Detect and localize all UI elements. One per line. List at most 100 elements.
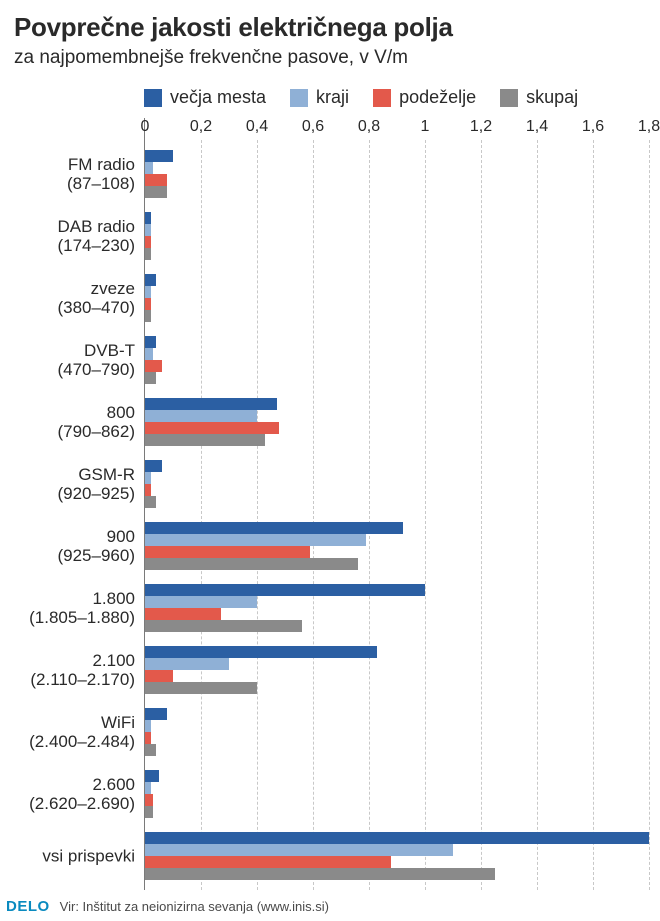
category-label: WiFi(2.400–2.484) xyxy=(15,713,145,751)
bar xyxy=(145,174,167,186)
category-label: 800(790–862) xyxy=(15,403,145,441)
bar-set xyxy=(145,704,649,760)
bar-set xyxy=(145,766,649,822)
bar xyxy=(145,682,257,694)
bar xyxy=(145,782,151,794)
bar-group: FM radio(87–108) xyxy=(145,146,649,202)
legend-item: podeželje xyxy=(373,87,476,108)
bar xyxy=(145,150,173,162)
bar xyxy=(145,298,151,310)
category-label: FM radio(87–108) xyxy=(15,155,145,193)
bar xyxy=(145,868,495,880)
bar-set xyxy=(145,332,649,388)
bar-set xyxy=(145,580,649,636)
bar xyxy=(145,558,358,570)
category-label: 1.800(1.805–1.880) xyxy=(15,589,145,627)
bar-set xyxy=(145,146,649,202)
bar xyxy=(145,310,151,322)
legend-label: podeželje xyxy=(399,87,476,108)
bar xyxy=(145,794,153,806)
bar xyxy=(145,248,151,260)
bar xyxy=(145,720,151,732)
chart-footer: DELO Vir: Inštitut za neionizirna sevanj… xyxy=(6,898,329,915)
bar-group: DAB radio(174–230) xyxy=(145,208,649,264)
bar xyxy=(145,596,257,608)
bar xyxy=(145,546,310,558)
bar xyxy=(145,732,151,744)
legend-label: skupaj xyxy=(526,87,578,108)
bar xyxy=(145,286,151,298)
legend-swatch xyxy=(373,89,391,107)
bar-group: 800(790–862) xyxy=(145,394,649,450)
legend-item: kraji xyxy=(290,87,349,108)
bar xyxy=(145,608,221,620)
bar xyxy=(145,584,425,596)
bar xyxy=(145,186,167,198)
legend-swatch xyxy=(144,89,162,107)
legend: večja mesta kraji podeželje skupaj xyxy=(144,87,646,108)
bar-set xyxy=(145,270,649,326)
chart-title: Povprečne jakosti električnega polja xyxy=(14,12,646,43)
bar xyxy=(145,274,156,286)
chart-subtitle: za najpomembnejše frekvenčne pasove, v V… xyxy=(14,47,646,69)
bar xyxy=(145,708,167,720)
bar-group: 2.100(2.110–2.170) xyxy=(145,642,649,698)
category-label: DVB-T(470–790) xyxy=(15,341,145,379)
footer-brand: DELO xyxy=(6,898,50,915)
bar xyxy=(145,770,159,782)
bar xyxy=(145,806,153,818)
category-label: GSM-R(920–925) xyxy=(15,465,145,503)
bar xyxy=(145,670,173,682)
bar-set xyxy=(145,642,649,698)
bar-group: DVB-T(470–790) xyxy=(145,332,649,388)
bar xyxy=(145,460,162,472)
bar xyxy=(145,348,153,360)
category-label: 900(925–960) xyxy=(15,527,145,565)
bar-group: WiFi(2.400–2.484) xyxy=(145,704,649,760)
category-label: DAB radio(174–230) xyxy=(15,217,145,255)
bar-set xyxy=(145,394,649,450)
bar xyxy=(145,658,229,670)
bar xyxy=(145,336,156,348)
bar-group: 1.800(1.805–1.880) xyxy=(145,580,649,636)
bar-group: 2.600(2.620–2.690) xyxy=(145,766,649,822)
bar-group: zveze(380–470) xyxy=(145,270,649,326)
bar xyxy=(145,422,279,434)
bar xyxy=(145,534,366,546)
bar xyxy=(145,398,277,410)
bar xyxy=(145,224,151,236)
legend-swatch xyxy=(500,89,518,107)
bar xyxy=(145,410,257,422)
bar-group: GSM-R(920–925) xyxy=(145,456,649,512)
bar xyxy=(145,162,153,174)
bar xyxy=(145,434,265,446)
bar xyxy=(145,236,151,248)
footer-source: Vir: Inštitut za neionizirna sevanja (ww… xyxy=(60,899,329,914)
bar-groups: FM radio(87–108) DAB radio(174–230) zveze(… xyxy=(145,146,649,890)
bar xyxy=(145,620,302,632)
category-label: 2.100(2.110–2.170) xyxy=(15,651,145,689)
chart-plot-area: 00,20,40,60,811,21,41,61,8 FM radio(87–1… xyxy=(144,118,649,890)
bar-set xyxy=(145,208,649,264)
legend-label: večja mesta xyxy=(170,87,266,108)
legend-swatch xyxy=(290,89,308,107)
bar xyxy=(145,522,403,534)
category-label: zveze(380–470) xyxy=(15,279,145,317)
bar-set xyxy=(145,518,649,574)
bar xyxy=(145,832,649,844)
bar xyxy=(145,212,151,224)
bar-group: vsi prispevki xyxy=(145,828,649,884)
bar xyxy=(145,472,151,484)
bar xyxy=(145,646,377,658)
legend-item: skupaj xyxy=(500,87,578,108)
legend-item: večja mesta xyxy=(144,87,266,108)
bar xyxy=(145,484,151,496)
bar xyxy=(145,744,156,756)
category-label: 2.600(2.620–2.690) xyxy=(15,775,145,813)
bar xyxy=(145,360,162,372)
bar xyxy=(145,372,156,384)
legend-label: kraji xyxy=(316,87,349,108)
bar-set xyxy=(145,456,649,512)
gridline xyxy=(649,140,650,890)
category-label: vsi prispevki xyxy=(15,847,145,866)
